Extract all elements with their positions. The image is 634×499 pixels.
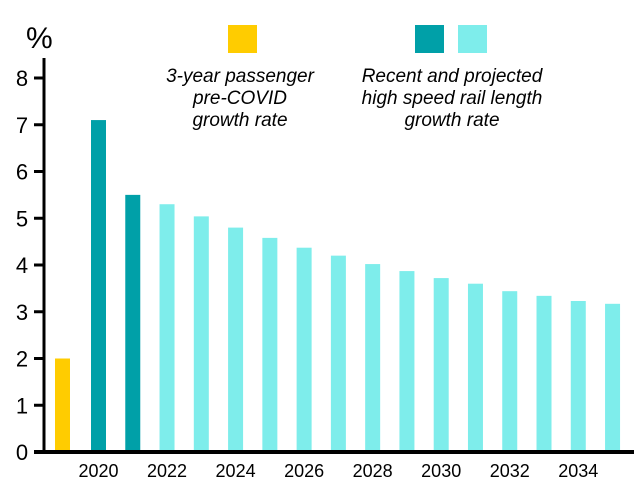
bar-2022 bbox=[159, 204, 175, 452]
legend-label-hsr: Recent and projected bbox=[362, 66, 544, 87]
x-tick-label: 2032 bbox=[490, 461, 530, 481]
bar-2020 bbox=[91, 120, 106, 452]
legend-swatch-projected bbox=[458, 25, 487, 53]
legend-swatch-pre-covid bbox=[228, 25, 257, 53]
y-tick-label: 3 bbox=[16, 300, 28, 325]
bar-2024 bbox=[228, 227, 244, 452]
bar-2026 bbox=[296, 247, 312, 452]
legend-label-pre-covid: 3-year passenger bbox=[166, 66, 315, 87]
y-tick-label: 4 bbox=[16, 253, 28, 278]
bar-2031 bbox=[467, 283, 483, 452]
legend-label-pre-covid: pre-COVID bbox=[192, 88, 287, 109]
y-tick-label: 6 bbox=[16, 160, 28, 185]
y-tick-label: 1 bbox=[16, 393, 28, 418]
legend-label-pre-covid: growth rate bbox=[192, 110, 287, 131]
y-tick-label: 2 bbox=[16, 347, 28, 372]
bar-2025 bbox=[262, 237, 278, 452]
legend-label-hsr: growth rate bbox=[404, 110, 499, 131]
x-tick-label: 2034 bbox=[558, 461, 598, 481]
bar-2021 bbox=[125, 194, 141, 452]
y-tick-label: 0 bbox=[16, 440, 28, 465]
bar-2032 bbox=[502, 291, 518, 452]
x-tick-label: 2024 bbox=[216, 461, 256, 481]
bar-pre-covid bbox=[55, 358, 70, 452]
bar-2033 bbox=[536, 295, 552, 452]
x-tick-label: 2028 bbox=[353, 461, 393, 481]
bar-2027 bbox=[330, 255, 346, 452]
bar-2034 bbox=[570, 300, 586, 452]
bar-2029 bbox=[399, 271, 415, 452]
legend-swatch-recent bbox=[415, 25, 444, 53]
x-tick-label: 2030 bbox=[421, 461, 461, 481]
y-axis-label: % bbox=[26, 22, 53, 55]
bar-2028 bbox=[365, 264, 381, 452]
legend-label-hsr: high speed rail length bbox=[362, 88, 543, 109]
x-tick-label: 2026 bbox=[284, 461, 324, 481]
bar-2035 bbox=[605, 303, 621, 452]
x-tick-label: 2022 bbox=[147, 461, 187, 481]
bar-2030 bbox=[433, 278, 449, 452]
y-tick-label: 8 bbox=[16, 66, 28, 91]
bar-2023 bbox=[193, 216, 209, 452]
x-tick-label: 2020 bbox=[78, 461, 118, 481]
y-tick-label: 7 bbox=[16, 113, 28, 138]
y-tick-label: 5 bbox=[16, 206, 28, 231]
